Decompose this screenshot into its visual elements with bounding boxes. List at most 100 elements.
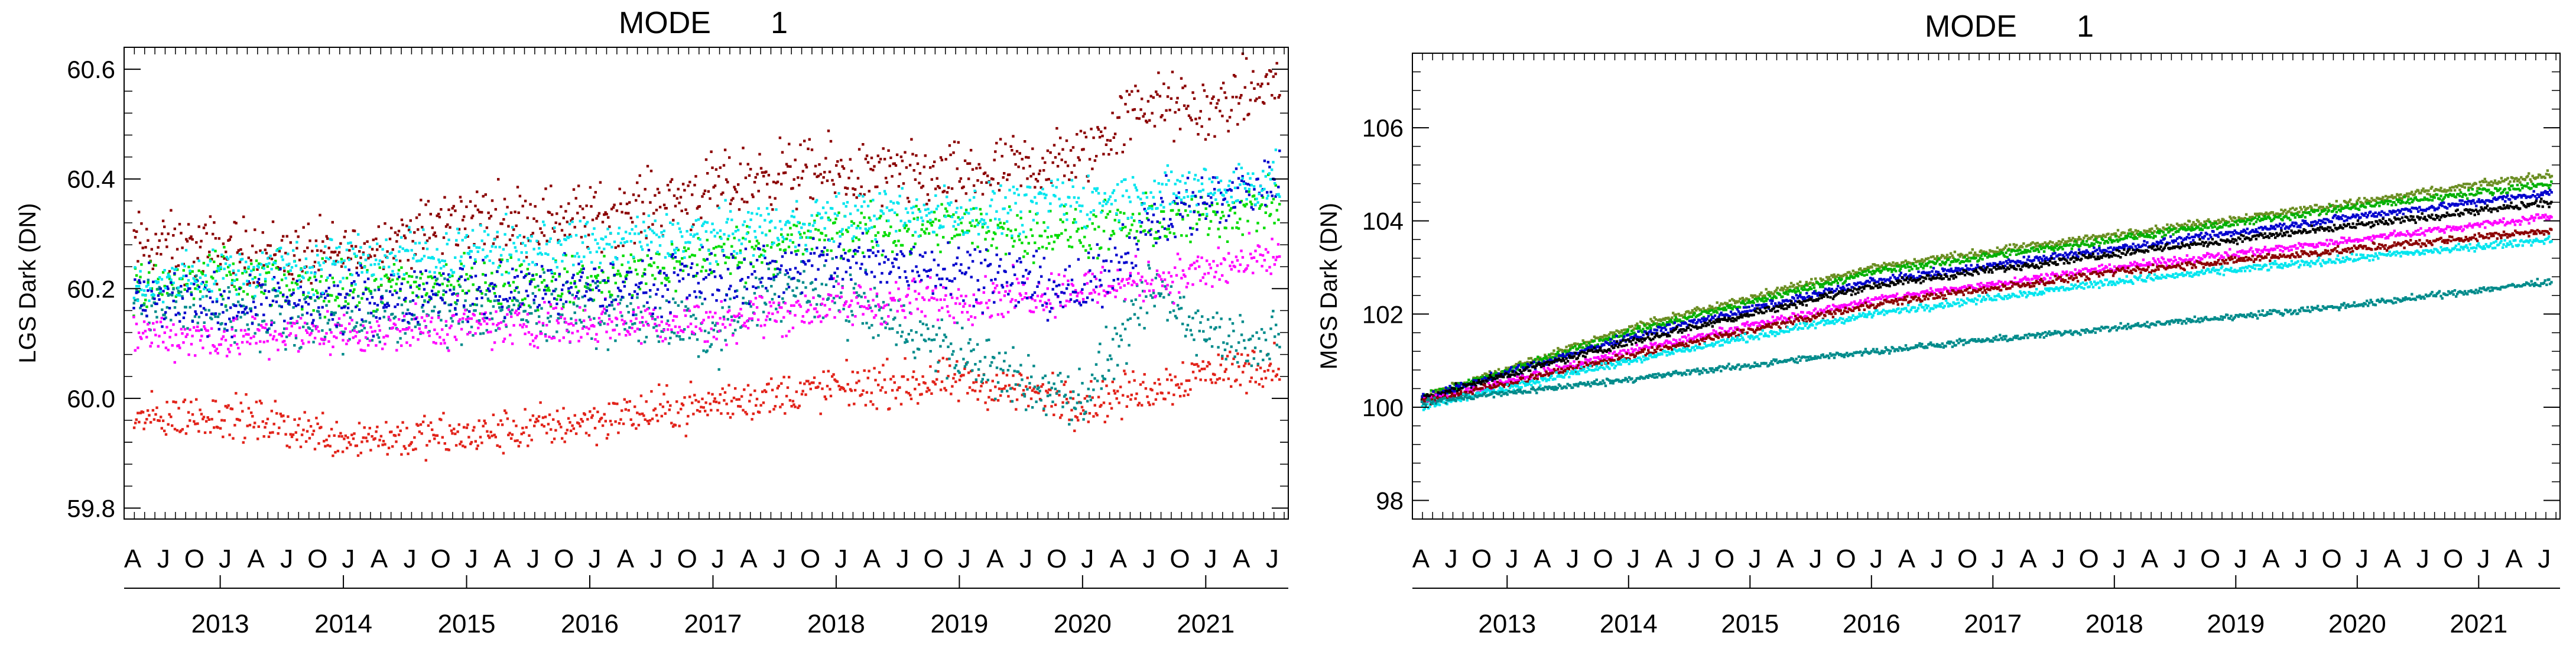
data-point bbox=[804, 393, 807, 396]
data-point bbox=[1047, 178, 1050, 181]
data-point bbox=[637, 306, 640, 309]
data-point bbox=[912, 277, 915, 280]
data-point bbox=[457, 322, 460, 325]
data-point bbox=[929, 166, 932, 169]
data-point bbox=[1189, 329, 1192, 332]
data-point bbox=[1124, 103, 1127, 106]
data-point bbox=[168, 270, 171, 273]
data-point bbox=[762, 310, 765, 314]
data-point bbox=[522, 235, 526, 239]
data-point bbox=[1073, 218, 1076, 221]
data-point bbox=[1255, 229, 1258, 232]
data-point bbox=[1118, 282, 1120, 286]
data-point bbox=[939, 250, 942, 254]
data-point bbox=[1154, 277, 1157, 280]
data-point bbox=[538, 288, 541, 291]
data-point bbox=[1026, 377, 1029, 380]
data-point bbox=[279, 291, 282, 294]
data-point bbox=[1147, 260, 1150, 264]
data-point bbox=[709, 253, 712, 256]
data-point bbox=[1161, 225, 1164, 228]
data-point bbox=[317, 330, 320, 333]
data-point bbox=[1208, 362, 1211, 365]
data-point bbox=[712, 247, 715, 250]
data-point bbox=[1016, 214, 1019, 217]
data-point bbox=[415, 275, 418, 279]
data-point bbox=[142, 254, 145, 257]
data-point bbox=[763, 389, 766, 392]
data-point bbox=[465, 273, 468, 276]
data-point bbox=[377, 324, 381, 328]
data-point bbox=[726, 310, 729, 313]
data-point bbox=[1165, 368, 1168, 371]
data-point bbox=[474, 440, 477, 443]
data-point bbox=[342, 333, 345, 336]
data-point bbox=[537, 309, 540, 312]
data-point bbox=[1277, 96, 1280, 99]
data-point bbox=[1083, 235, 1086, 239]
data-point bbox=[1181, 361, 1184, 364]
data-point bbox=[1231, 96, 1235, 99]
data-point bbox=[425, 292, 428, 295]
data-point bbox=[1154, 294, 1157, 297]
data-point bbox=[1105, 216, 1107, 219]
data-point bbox=[183, 283, 186, 287]
data-point bbox=[1134, 397, 1137, 400]
data-point bbox=[709, 345, 712, 348]
data-point bbox=[264, 289, 267, 292]
data-point bbox=[1044, 301, 1047, 304]
data-point bbox=[1149, 294, 1152, 297]
data-point bbox=[284, 433, 287, 436]
data-point bbox=[499, 261, 502, 264]
data-point bbox=[147, 281, 150, 284]
data-point bbox=[1186, 323, 1190, 327]
data-point bbox=[974, 378, 977, 381]
data-point bbox=[423, 414, 426, 417]
data-point bbox=[456, 299, 459, 302]
data-point bbox=[933, 160, 936, 163]
data-point bbox=[853, 188, 857, 191]
data-point bbox=[735, 295, 739, 298]
data-point bbox=[1226, 281, 1229, 284]
data-point bbox=[1268, 214, 1271, 218]
data-point bbox=[638, 174, 641, 177]
data-point bbox=[236, 343, 239, 346]
data-point bbox=[1131, 223, 1133, 226]
data-point bbox=[722, 164, 726, 167]
data-point bbox=[757, 190, 760, 193]
data-point bbox=[386, 335, 389, 338]
data-point bbox=[917, 208, 920, 211]
data-point bbox=[909, 397, 913, 400]
data-point bbox=[1118, 221, 1120, 223]
data-point bbox=[1256, 83, 1259, 86]
data-point bbox=[572, 324, 575, 327]
data-point bbox=[457, 320, 460, 323]
data-point bbox=[855, 381, 858, 384]
data-point bbox=[633, 242, 636, 245]
data-point bbox=[680, 402, 684, 406]
data-point bbox=[396, 234, 399, 236]
data-point bbox=[854, 315, 857, 318]
data-point bbox=[355, 266, 358, 270]
data-point bbox=[722, 315, 726, 319]
data-point bbox=[751, 418, 753, 421]
data-point bbox=[544, 416, 547, 419]
data-point bbox=[1187, 114, 1191, 117]
data-point bbox=[844, 186, 847, 189]
data-point bbox=[980, 212, 983, 216]
data-point bbox=[605, 309, 608, 312]
data-point bbox=[507, 281, 510, 284]
data-point bbox=[157, 345, 160, 348]
data-point bbox=[920, 393, 923, 395]
data-point bbox=[1009, 387, 1012, 390]
data-point bbox=[1124, 298, 1127, 301]
data-point bbox=[1186, 282, 1190, 285]
data-point bbox=[957, 216, 960, 219]
data-point bbox=[539, 401, 542, 404]
data-point bbox=[1250, 257, 1253, 260]
data-point bbox=[1235, 96, 1238, 99]
data-point bbox=[554, 287, 557, 291]
data-point bbox=[841, 286, 844, 290]
data-point bbox=[767, 312, 771, 314]
data-point bbox=[720, 300, 723, 303]
